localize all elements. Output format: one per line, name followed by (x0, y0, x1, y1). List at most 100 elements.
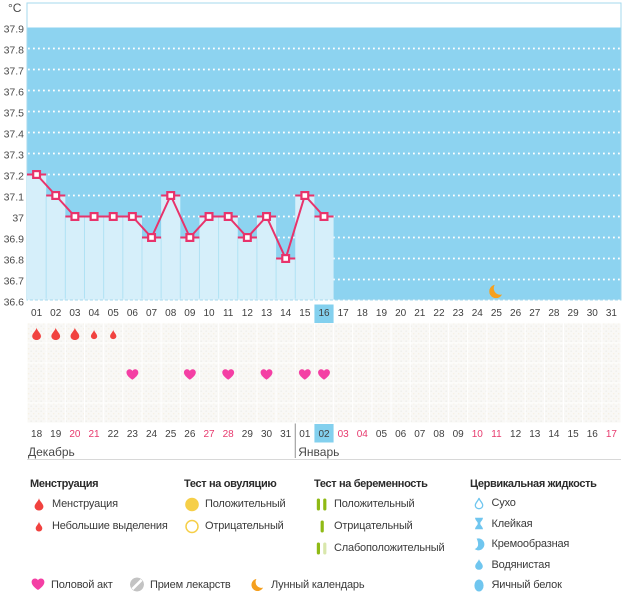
symbol-cell-r5-d7[interactable] (142, 403, 161, 423)
temperature-point-day-1[interactable] (32, 170, 42, 180)
symbol-cell-r3-d2[interactable] (46, 363, 65, 383)
symbol-cell-r2-d24[interactable] (468, 343, 487, 363)
temperature-bar-day-11[interactable] (218, 216, 238, 300)
symbol-cell-r4-d4[interactable] (84, 383, 104, 403)
symbol-cell-r5-d28[interactable] (544, 403, 564, 423)
symbol-cell-r2-d19[interactable] (372, 343, 391, 363)
symbol-cell-r5-d27[interactable] (525, 403, 544, 423)
symbol-cell-r3-d25[interactable] (487, 363, 506, 383)
temperature-point-day-6[interactable] (127, 212, 137, 222)
symbol-cell-r5-d22[interactable] (429, 403, 449, 423)
calendar-day-Декабрь-19[interactable]: 19 (50, 429, 62, 440)
symbol-cell-r5-d24[interactable] (468, 403, 487, 423)
symbol-cell-r4-d28[interactable] (544, 383, 564, 403)
temperature-point-day-12[interactable] (242, 233, 252, 243)
cycle-day-16[interactable]: 16 (318, 308, 330, 319)
calendar-day-Январь-15[interactable]: 15 (568, 429, 580, 440)
symbol-cell-r3-d27[interactable] (525, 363, 544, 383)
symbol-cell-r1-d15[interactable] (295, 323, 314, 343)
cycle-day-31[interactable]: 31 (606, 308, 618, 319)
symbol-cell-r1-d12[interactable] (238, 323, 257, 343)
symbol-cell-r3-d18[interactable] (353, 363, 372, 383)
symbol-cell-r5-d20[interactable] (391, 403, 410, 423)
calendar-day-Январь-10[interactable]: 10 (472, 429, 484, 440)
symbol-cell-r1-d16[interactable] (314, 323, 334, 343)
symbol-cell-r5-d25[interactable] (487, 403, 506, 423)
calendar-day-Январь-02[interactable]: 02 (318, 429, 330, 440)
temperature-point-day-11[interactable] (223, 212, 233, 222)
symbol-cell-r5-d16[interactable] (314, 403, 334, 423)
cycle-day-10[interactable]: 10 (203, 308, 215, 319)
temperature-bar-day-3[interactable] (65, 216, 85, 300)
calendar-day-Январь-08[interactable]: 08 (433, 429, 445, 440)
symbol-cell-r4-d2[interactable] (46, 383, 65, 403)
temperature-bar-day-4[interactable] (84, 216, 104, 300)
temperature-point-day-3[interactable] (70, 212, 80, 222)
symbol-cell-r5-d29[interactable] (564, 403, 583, 423)
temperature-bar-day-6[interactable] (122, 216, 142, 300)
symbol-cell-r2-d22[interactable] (429, 343, 449, 363)
symbol-cell-r5-d8[interactable] (161, 403, 180, 423)
symbol-cell-r5-d15[interactable] (295, 403, 314, 423)
calendar-day-Январь-01[interactable]: 01 (299, 429, 311, 440)
temperature-bar-day-13[interactable] (256, 216, 277, 300)
symbol-cell-r5-d21[interactable] (410, 403, 429, 423)
temperature-bar-day-9[interactable] (180, 237, 200, 300)
symbol-cell-r5-d26[interactable] (506, 403, 525, 423)
symbol-cell-r1-d21[interactable] (410, 323, 429, 343)
symbol-cell-r3-d17[interactable] (334, 363, 353, 383)
calendar-day-Январь-07[interactable]: 07 (414, 429, 426, 440)
symbol-cell-r3-d23[interactable] (449, 363, 468, 383)
symbol-cell-r4-d8[interactable] (161, 383, 180, 403)
calendar-day-Январь-13[interactable]: 13 (529, 429, 541, 440)
symbol-cell-r2-d13[interactable] (257, 343, 276, 363)
symbol-cell-r4-d14[interactable] (276, 383, 295, 403)
symbol-cell-r3-d21[interactable] (410, 363, 429, 383)
cycle-day-13[interactable]: 13 (261, 308, 273, 319)
cycle-day-22[interactable]: 22 (433, 308, 445, 319)
symbol-cell-r2-d15[interactable] (295, 343, 314, 363)
symbol-cell-r4-d5[interactable] (104, 383, 123, 403)
cycle-day-09[interactable]: 09 (184, 308, 196, 319)
cycle-day-11[interactable]: 11 (223, 308, 234, 319)
symbol-cell-r2-d5[interactable] (104, 343, 123, 363)
temperature-point-day-10[interactable] (204, 212, 214, 222)
symbol-cell-r1-d28[interactable] (544, 323, 564, 343)
symbol-cell-r4-d21[interactable] (410, 383, 429, 403)
calendar-day-Декабрь-18[interactable]: 18 (31, 429, 43, 440)
symbol-cell-r2-d21[interactable] (410, 343, 429, 363)
symbol-cell-r5-d14[interactable] (276, 403, 295, 423)
cycle-day-04[interactable]: 04 (89, 308, 101, 319)
symbol-cell-r3-d1[interactable] (27, 363, 46, 383)
calendar-day-Декабрь-24[interactable]: 24 (146, 429, 158, 440)
symbol-cell-r3-d7[interactable] (142, 363, 161, 383)
symbol-cell-r2-d28[interactable] (544, 343, 564, 363)
temperature-point-day-16[interactable] (319, 212, 329, 222)
symbol-cell-r1-d26[interactable] (506, 323, 525, 343)
symbol-cell-r5-d10[interactable] (199, 403, 219, 423)
calendar-day-Декабрь-28[interactable]: 28 (223, 429, 235, 440)
symbol-cell-r3-d5[interactable] (104, 363, 123, 383)
symbol-cell-r5-d12[interactable] (238, 403, 257, 423)
symbol-cell-r1-d17[interactable] (334, 323, 353, 343)
cycle-day-25[interactable]: 25 (491, 308, 503, 319)
cycle-day-21[interactable]: 21 (414, 308, 426, 319)
temperature-point-day-8[interactable] (166, 191, 176, 201)
symbol-cell-r2-d18[interactable] (353, 343, 372, 363)
symbol-cell-r2-d27[interactable] (525, 343, 544, 363)
temperature-point-day-13[interactable] (262, 212, 272, 222)
calendar-day-Январь-04[interactable]: 04 (357, 429, 369, 440)
temperature-point-day-14[interactable] (281, 254, 291, 264)
symbol-cell-r2-d7[interactable] (142, 343, 161, 363)
symbol-cell-r2-d9[interactable] (180, 343, 199, 363)
calendar-day-Январь-05[interactable]: 05 (376, 429, 388, 440)
symbol-cell-r4-d18[interactable] (353, 383, 372, 403)
symbol-cell-r5-d11[interactable] (219, 403, 238, 423)
symbol-cell-r1-d14[interactable] (276, 323, 295, 343)
cycle-day-23[interactable]: 23 (453, 308, 465, 319)
symbol-cell-r5-d9[interactable] (180, 403, 199, 423)
symbol-cell-r5-d3[interactable] (65, 403, 84, 423)
symbol-cell-r1-d25[interactable] (487, 323, 506, 343)
symbol-cell-r2-d3[interactable] (65, 343, 84, 363)
temperature-point-day-7[interactable] (147, 233, 157, 243)
